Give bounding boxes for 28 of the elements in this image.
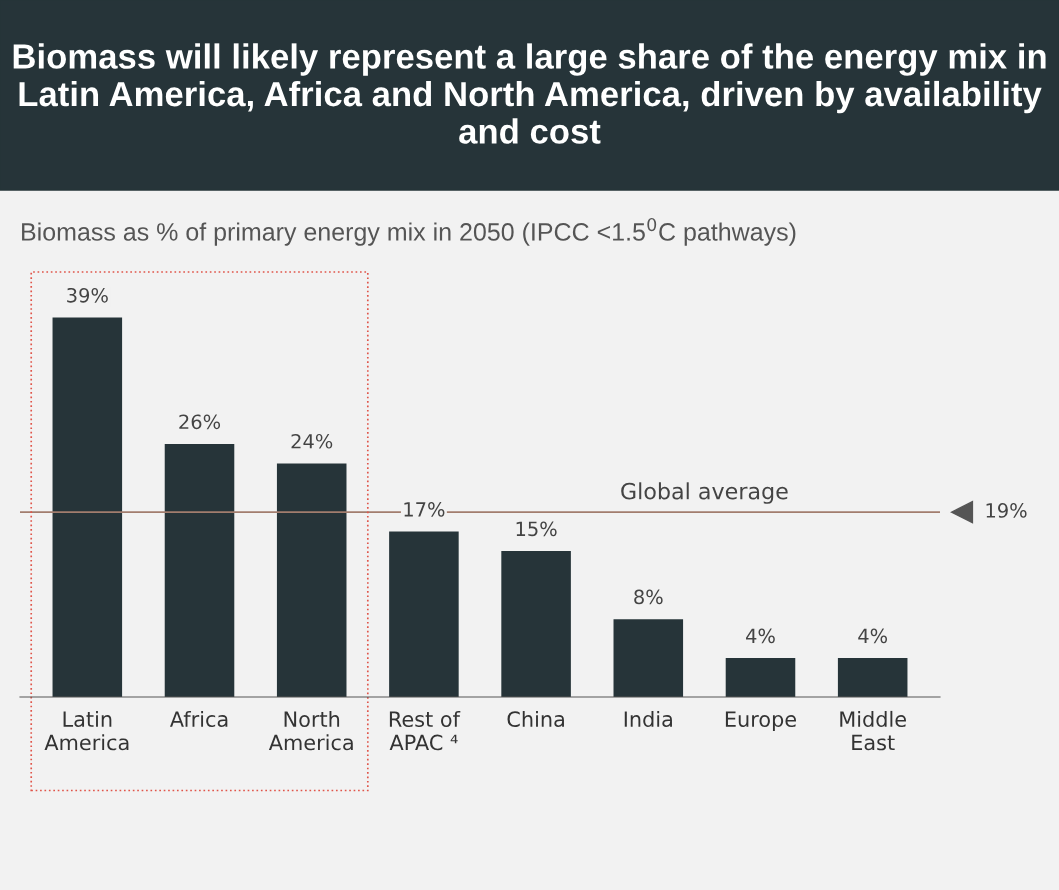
data-label: 39%: [67, 287, 108, 303]
x-tick-label: China: [507, 710, 564, 728]
chart-subtitle: Biomass as % of primary energy mix in 2050 (IPCC <1.5$^{0}$C pathways): [22, 218, 796, 246]
bar: [501, 551, 571, 697]
ref-line-label: 19%: [986, 503, 1027, 518]
data-label: 15%: [516, 521, 557, 537]
x-tick-label: India: [624, 710, 672, 728]
data-label: 26%: [179, 414, 221, 430]
bar: [276, 463, 347, 697]
annotation: Global average: [621, 482, 788, 504]
chart-title: Biomass will likely represent a large share of the energy mix in Latin America, Africa and North America, driven by availability and cost: [13, 43, 1046, 144]
data-label: 8%: [634, 589, 663, 605]
data-label: 17%: [404, 502, 445, 517]
x-tick-label: Latin America: [44, 710, 129, 751]
x-tick-label: Middle East: [840, 710, 906, 751]
bar: [164, 444, 235, 697]
data-label: 4%: [858, 628, 888, 644]
x-tick-label: Africa: [169, 710, 228, 728]
data-label: 24%: [291, 433, 333, 449]
bar: [837, 658, 908, 697]
bar: [725, 658, 796, 697]
bar: [389, 531, 459, 697]
bar: [52, 317, 123, 697]
x-tick-label: North America: [268, 710, 353, 751]
x-tick-label: Rest of APAC ⁴: [389, 710, 461, 751]
bar: [613, 619, 684, 697]
data-label: 4%: [746, 628, 775, 644]
x-tick-label: Europe: [725, 711, 796, 732]
